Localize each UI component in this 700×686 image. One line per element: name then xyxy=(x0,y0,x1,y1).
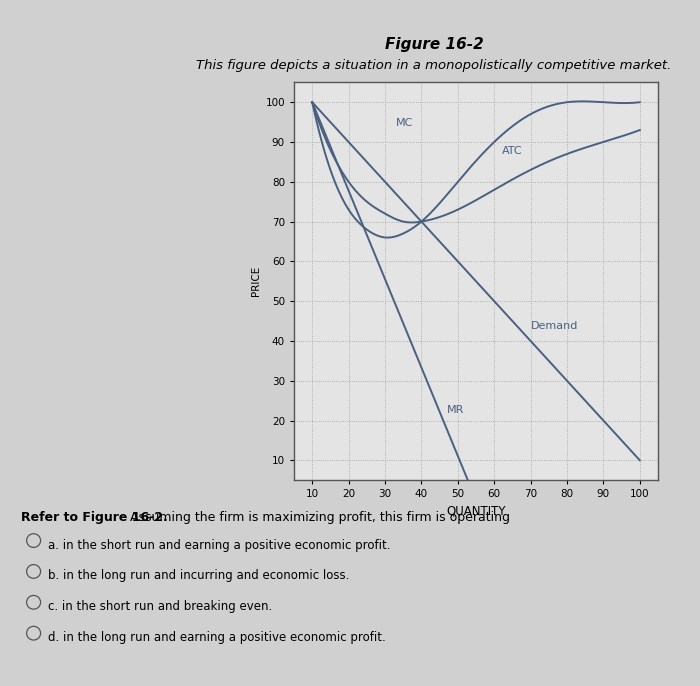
Text: MR: MR xyxy=(447,405,464,414)
Text: Demand: Demand xyxy=(531,321,578,331)
Text: Refer to Figure 16-2.: Refer to Figure 16-2. xyxy=(21,511,168,524)
Text: d. in the long run and earning a positive economic profit.: d. in the long run and earning a positiv… xyxy=(48,631,385,644)
Y-axis label: PRICE: PRICE xyxy=(251,266,261,296)
Text: ATC: ATC xyxy=(501,146,522,156)
Text: This figure depicts a situation in a monopolistically competitive market.: This figure depicts a situation in a mon… xyxy=(196,59,672,71)
Text: c. in the short run and breaking even.: c. in the short run and breaking even. xyxy=(48,600,272,613)
Text: a. in the short run and earning a positive economic profit.: a. in the short run and earning a positi… xyxy=(48,539,390,552)
Text: MC: MC xyxy=(396,118,413,128)
X-axis label: QUANTITY: QUANTITY xyxy=(447,505,505,518)
Text: b. in the long run and incurring and economic loss.: b. in the long run and incurring and eco… xyxy=(48,569,349,582)
Text: Figure 16-2: Figure 16-2 xyxy=(384,37,484,52)
Text: Assuming the firm is maximizing profit, this firm is operating: Assuming the firm is maximizing profit, … xyxy=(122,511,510,524)
